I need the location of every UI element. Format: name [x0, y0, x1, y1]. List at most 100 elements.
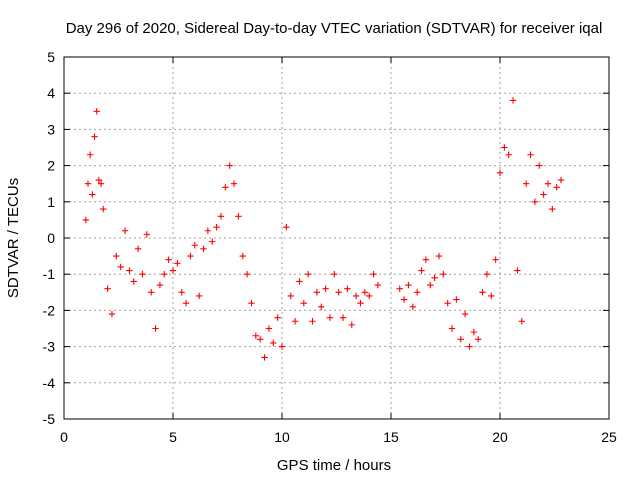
data-point	[453, 296, 460, 303]
grid-lines	[64, 57, 609, 419]
data-point	[304, 271, 312, 278]
data-point	[291, 318, 299, 325]
data-point	[413, 289, 421, 296]
data-point	[91, 133, 98, 140]
data-point	[152, 325, 159, 332]
data-point	[104, 285, 111, 292]
data-point	[557, 176, 565, 184]
data-point	[239, 252, 246, 260]
data-point	[287, 292, 294, 300]
data-point	[143, 231, 151, 238]
data-point	[544, 180, 552, 187]
y-tick-label: -3	[43, 339, 56, 355]
data-point	[84, 180, 92, 187]
y-tick-label: -5	[43, 411, 56, 427]
data-point	[348, 321, 355, 329]
x-tick-label: 0	[60, 429, 68, 445]
y-tick-label: -4	[43, 375, 56, 391]
data-point	[374, 281, 382, 289]
data-point	[261, 354, 268, 361]
x-tick-label: 25	[601, 429, 617, 445]
data-point	[182, 299, 190, 307]
data-point	[466, 343, 473, 350]
data-point	[209, 238, 216, 245]
data-point	[322, 285, 329, 292]
data-point	[492, 256, 499, 263]
chart-title: Day 296 of 2020, Sidereal Day-to-day VTE…	[66, 20, 603, 37]
data-point	[514, 267, 521, 274]
data-point	[435, 252, 443, 260]
data-point	[522, 180, 530, 187]
data-point	[505, 151, 512, 158]
y-tick-label: 4	[47, 85, 55, 101]
data-point	[89, 191, 96, 198]
data-point	[444, 299, 451, 307]
data-point	[130, 278, 137, 285]
data-point	[165, 256, 172, 263]
data-point	[540, 191, 547, 198]
data-point	[549, 205, 556, 213]
y-tick-label: -1	[43, 266, 56, 282]
data-point	[243, 271, 251, 278]
data-point	[470, 328, 478, 336]
data-point	[97, 180, 105, 187]
data-point	[335, 289, 342, 296]
data-point	[496, 169, 504, 177]
data-point	[156, 281, 164, 289]
data-point	[396, 285, 403, 292]
data-point	[148, 289, 155, 296]
data-point	[113, 252, 120, 260]
data-point	[93, 108, 100, 115]
data-point	[161, 271, 168, 278]
data-point	[296, 278, 303, 285]
data-point	[265, 325, 273, 332]
data-point	[461, 310, 469, 318]
y-tick-label: 0	[47, 230, 55, 246]
data-point	[518, 318, 525, 325]
data-point	[457, 336, 464, 343]
data-point	[134, 245, 142, 253]
data-point	[248, 299, 255, 307]
data-point	[422, 256, 430, 263]
data-point	[352, 292, 360, 300]
data-point	[313, 289, 321, 296]
x-tick-label: 5	[169, 429, 177, 445]
data-point	[479, 289, 486, 296]
y-axis-label: SDTVAR / TECUs	[5, 178, 22, 298]
data-point	[235, 213, 242, 220]
data-point	[427, 281, 434, 289]
data-point	[536, 162, 543, 169]
data-point	[300, 299, 307, 307]
x-tick-label: 20	[492, 429, 508, 445]
data-point	[222, 184, 229, 191]
data-points	[82, 97, 565, 361]
x-tick-label: 15	[383, 429, 399, 445]
data-point	[483, 271, 491, 278]
data-point	[361, 289, 369, 296]
data-point	[139, 271, 146, 278]
data-point	[226, 162, 233, 169]
data-point	[191, 242, 198, 249]
data-point	[95, 176, 103, 184]
data-point	[274, 314, 281, 321]
axis-ticks: 0 5 10 15 20 25 -5 -4 -3 -2 -1 0 1 2 3 4 5	[43, 49, 617, 445]
data-point	[174, 260, 181, 267]
data-point	[531, 198, 539, 205]
data-point	[257, 336, 264, 343]
data-point	[169, 267, 177, 274]
data-point	[366, 292, 373, 300]
data-point	[448, 325, 456, 332]
data-point	[204, 227, 212, 234]
data-point	[400, 296, 408, 303]
data-point	[440, 271, 447, 278]
data-point	[187, 252, 194, 260]
data-point	[326, 314, 334, 321]
data-point	[339, 314, 347, 321]
data-point	[475, 336, 482, 343]
data-point	[431, 274, 438, 282]
data-point	[309, 318, 316, 325]
data-point	[357, 299, 364, 307]
data-point	[283, 223, 290, 231]
data-point	[418, 267, 425, 274]
y-tick-label: 3	[47, 121, 55, 137]
